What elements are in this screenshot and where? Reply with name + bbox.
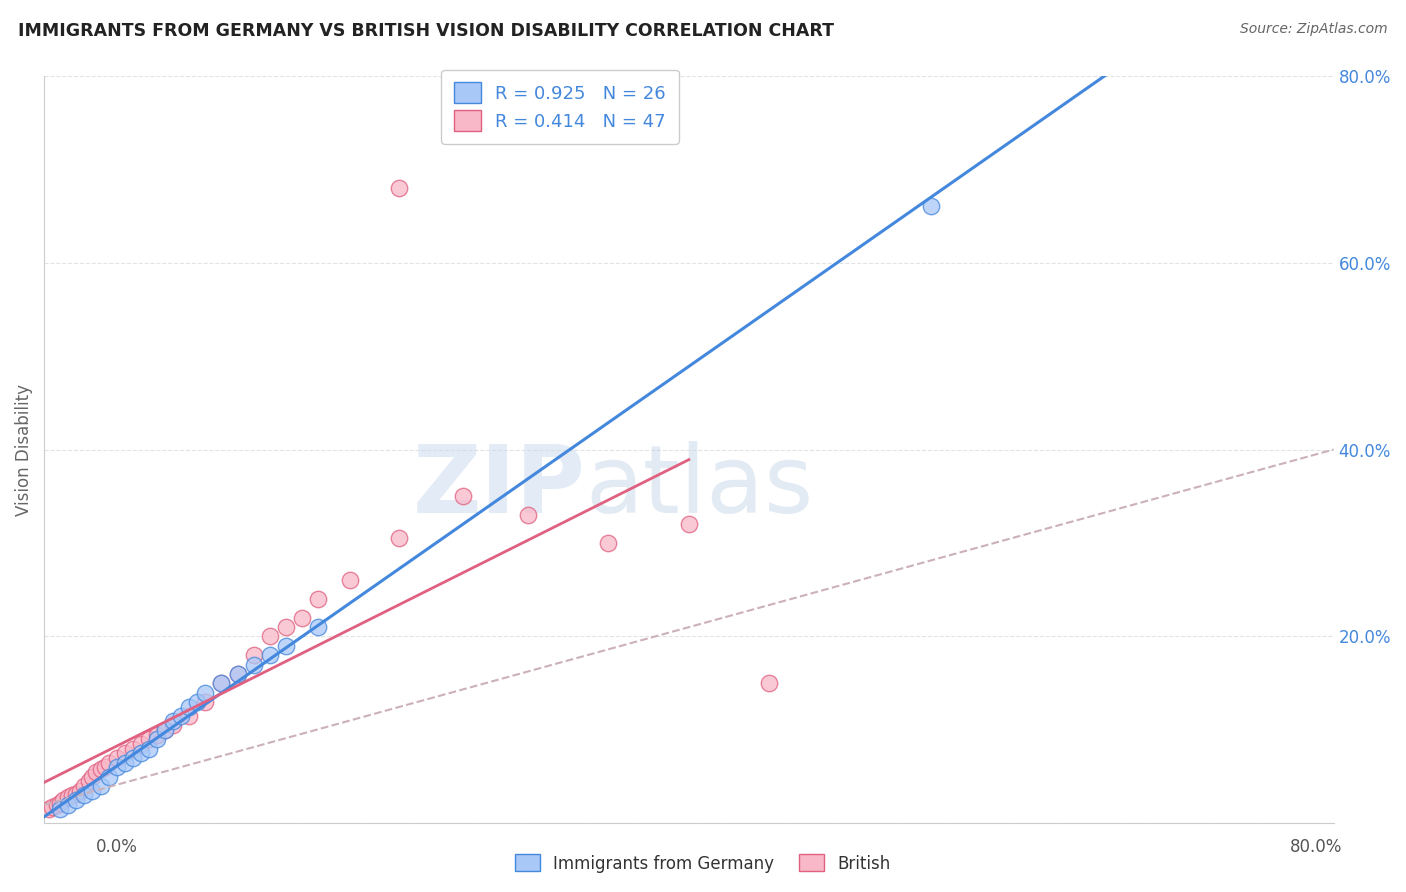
- Point: [121, 741, 143, 756]
- Point: [89, 779, 111, 793]
- Point: [77, 774, 100, 789]
- Point: [920, 199, 942, 213]
- Point: [388, 180, 411, 194]
- Point: [242, 648, 264, 663]
- Point: [153, 723, 176, 737]
- Point: [307, 620, 329, 634]
- Point: [153, 723, 176, 737]
- Point: [291, 611, 314, 625]
- Point: [46, 797, 69, 812]
- Point: [170, 709, 193, 723]
- Point: [209, 676, 232, 690]
- Point: [274, 620, 297, 634]
- Point: [105, 760, 128, 774]
- Point: [38, 802, 60, 816]
- Point: [129, 747, 152, 761]
- Legend: R = 0.925   N = 26, R = 0.414   N = 47: R = 0.925 N = 26, R = 0.414 N = 47: [441, 70, 679, 144]
- Text: atlas: atlas: [586, 441, 814, 533]
- Point: [209, 676, 232, 690]
- Point: [114, 756, 136, 770]
- Point: [97, 756, 120, 770]
- Point: [49, 802, 72, 816]
- Y-axis label: Vision Disability: Vision Disability: [15, 384, 32, 516]
- Point: [226, 666, 249, 681]
- Point: [179, 709, 201, 723]
- Point: [194, 685, 217, 699]
- Point: [58, 797, 80, 812]
- Point: [138, 732, 160, 747]
- Point: [179, 699, 201, 714]
- Point: [339, 574, 361, 588]
- Point: [451, 489, 474, 503]
- Point: [162, 718, 184, 732]
- Point: [678, 517, 700, 532]
- Point: [162, 714, 184, 728]
- Point: [82, 783, 104, 797]
- Point: [598, 536, 620, 550]
- Point: [73, 789, 96, 803]
- Point: [49, 796, 72, 810]
- Point: [97, 770, 120, 784]
- Point: [65, 793, 87, 807]
- Point: [758, 676, 780, 690]
- Text: Source: ZipAtlas.com: Source: ZipAtlas.com: [1240, 22, 1388, 37]
- Point: [129, 737, 152, 751]
- Point: [186, 695, 208, 709]
- Text: IMMIGRANTS FROM GERMANY VS BRITISH VISION DISABILITY CORRELATION CHART: IMMIGRANTS FROM GERMANY VS BRITISH VISIO…: [18, 22, 834, 40]
- Point: [114, 747, 136, 761]
- Point: [194, 695, 217, 709]
- Point: [89, 762, 111, 776]
- Point: [73, 779, 96, 793]
- Point: [58, 790, 80, 805]
- Point: [52, 793, 75, 807]
- Point: [65, 787, 87, 801]
- Point: [138, 741, 160, 756]
- Point: [41, 799, 63, 814]
- Point: [516, 508, 538, 522]
- Point: [84, 765, 107, 780]
- Point: [146, 732, 169, 747]
- Legend: Immigrants from Germany, British: Immigrants from Germany, British: [509, 847, 897, 880]
- Point: [226, 666, 249, 681]
- Point: [307, 592, 329, 607]
- Point: [69, 783, 91, 797]
- Text: 80.0%: 80.0%: [1291, 838, 1343, 855]
- Point: [274, 639, 297, 653]
- Point: [60, 789, 83, 803]
- Point: [259, 630, 281, 644]
- Point: [259, 648, 281, 663]
- Point: [388, 531, 411, 545]
- Point: [242, 657, 264, 672]
- Text: 0.0%: 0.0%: [96, 838, 138, 855]
- Text: ZIP: ZIP: [413, 441, 586, 533]
- Point: [146, 728, 169, 742]
- Point: [121, 751, 143, 765]
- Point: [94, 760, 117, 774]
- Point: [105, 751, 128, 765]
- Point: [82, 770, 104, 784]
